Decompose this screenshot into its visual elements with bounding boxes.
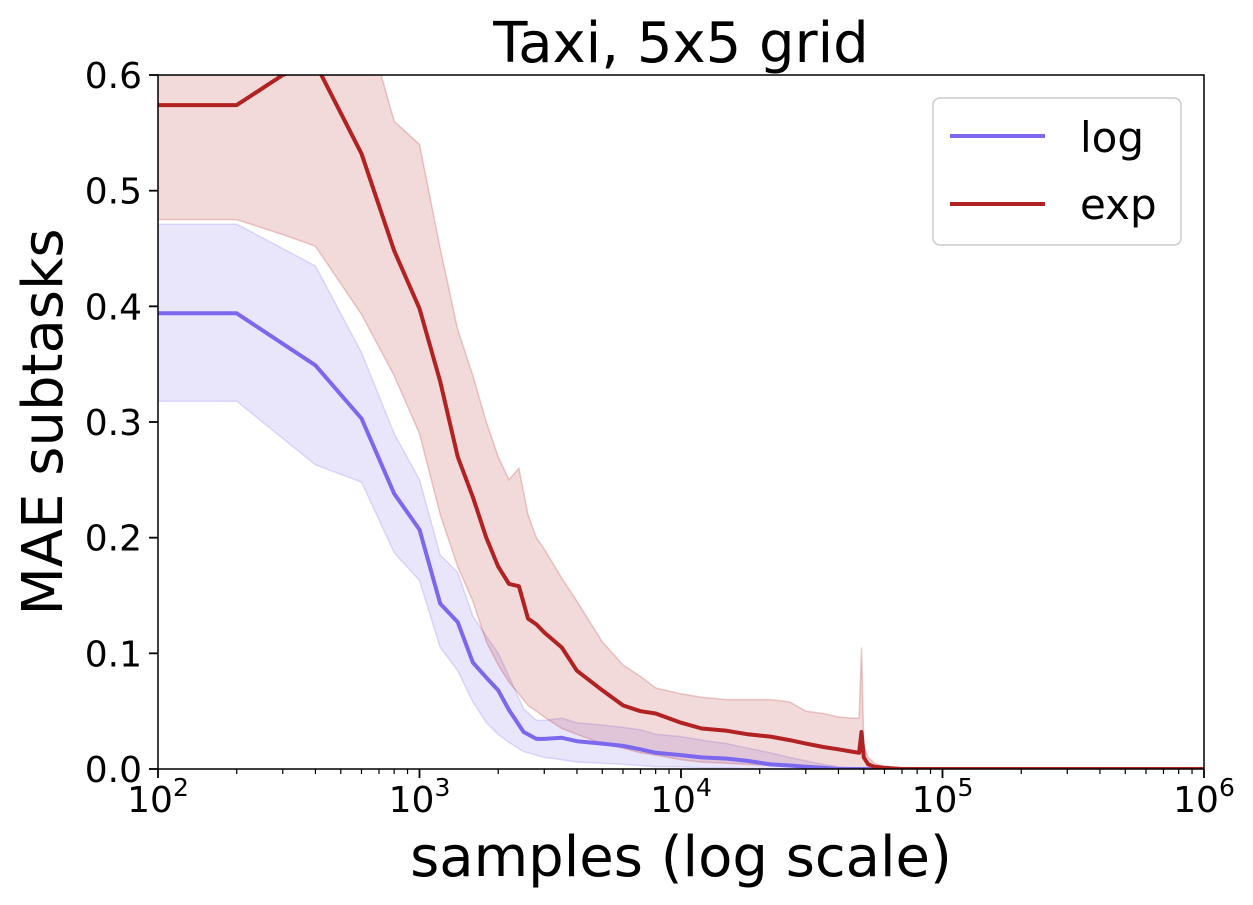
x-axis: 102 103 104 105 106 [127, 769, 1235, 821]
y-tick-label: 0.0 [85, 750, 142, 791]
bands [158, 75, 1204, 769]
x-tick-label: 103 [389, 773, 451, 821]
series-line-log [158, 311, 1204, 769]
chart-title: Taxi, 5x5 grid [492, 11, 868, 76]
y-tick-label: 0.6 [85, 56, 142, 97]
y-axis-label: MAE subtasks [11, 228, 76, 615]
x-tick-label: 106 [1173, 773, 1235, 821]
x-tick-label: 105 [912, 773, 974, 821]
y-tick-label: 0.2 [85, 519, 142, 560]
series-line-exp [158, 75, 1204, 769]
x-tick-label: 102 [127, 773, 189, 821]
y-axis: 0.0 0.1 0.2 0.3 0.4 0.5 0.6 [85, 56, 158, 791]
plot-frame [157, 74, 1205, 770]
y-tick-label: 0.5 [85, 172, 142, 213]
y-tick-label: 0.4 [85, 287, 142, 328]
band-log [158, 223, 1204, 769]
legend-label-log: log [1080, 113, 1144, 162]
band-exp [158, 75, 1204, 769]
y-tick-label: 0.3 [85, 403, 142, 444]
legend: log exp [932, 97, 1182, 246]
x-tick-label: 104 [650, 773, 712, 821]
series-lines [158, 75, 1204, 769]
legend-label-exp: exp [1080, 180, 1157, 229]
y-tick-label: 0.1 [85, 634, 142, 675]
x-axis-label: samples (log scale) [410, 825, 952, 890]
